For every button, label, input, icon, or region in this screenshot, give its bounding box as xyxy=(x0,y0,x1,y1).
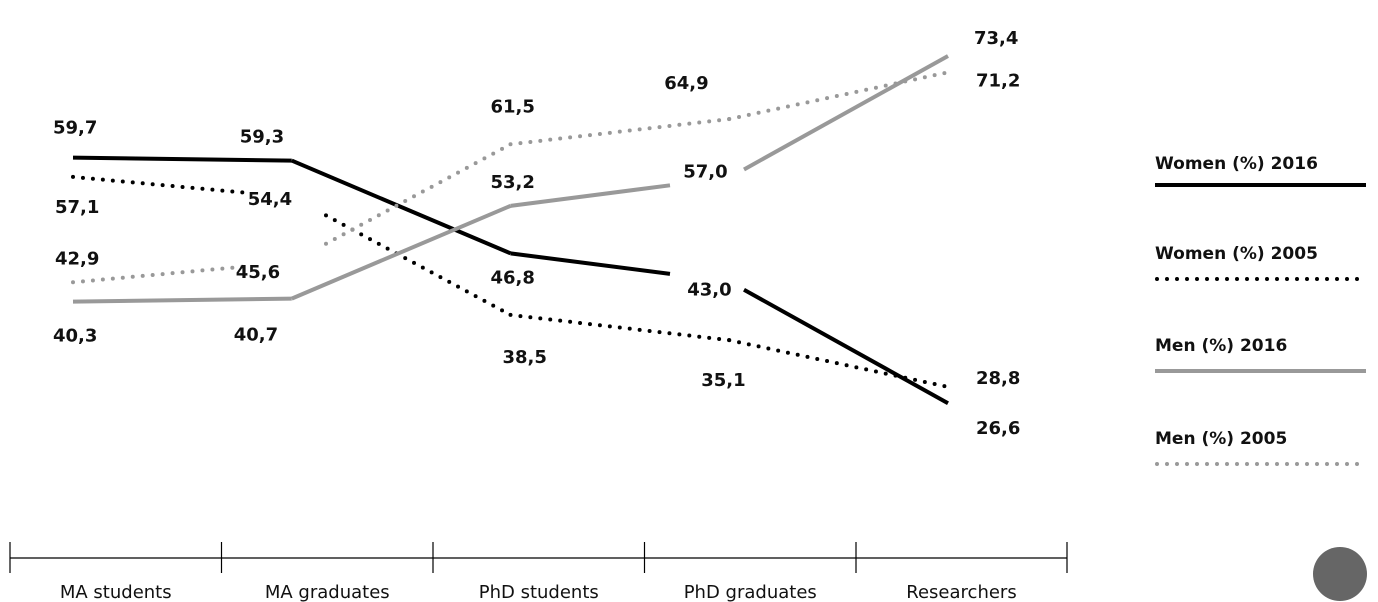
data-label-women-2005: 35,1 xyxy=(701,370,745,391)
data-label-men-2005: 64,9 xyxy=(664,73,708,94)
series-line-women-2016 xyxy=(72,155,292,163)
x-axis-ticks xyxy=(9,542,1068,573)
series-line-women-2005 xyxy=(508,312,732,343)
series-women-2005 xyxy=(71,174,950,389)
data-label-men-2016: 40,3 xyxy=(53,326,97,347)
legend-item-women-2016: Women (%) 2016 xyxy=(1155,154,1366,187)
data-label-women-2016: 59,3 xyxy=(240,127,284,148)
series-line-men-2016 xyxy=(510,183,671,208)
series-line-women-2016 xyxy=(510,251,671,276)
data-label-women-2016: 43,0 xyxy=(687,280,731,301)
legend-label-men-2016: Men (%) 2016 xyxy=(1155,336,1287,356)
series-line-men-2005 xyxy=(324,142,513,246)
legend-item-men-2005: Men (%) 2005 xyxy=(1155,429,1368,466)
x-axis-category-label: MA students xyxy=(60,582,172,602)
series-line-men-2005 xyxy=(508,117,732,147)
series-line-men-2005 xyxy=(727,70,950,122)
x-axis-category-label: MA graduates xyxy=(265,582,390,602)
series-line-women-2005 xyxy=(727,338,950,389)
data-label-men-2005: 45,6 xyxy=(236,262,280,283)
data-label-men-2016: 40,7 xyxy=(234,325,278,346)
x-axis-categories: MA students MA graduates PhD students PhD g… xyxy=(60,582,1017,602)
legend-label-men-2005: Men (%) 2005 xyxy=(1155,429,1287,449)
series-men-2016 xyxy=(72,54,949,304)
data-label-men-2016: 53,2 xyxy=(491,172,535,193)
data-label-men-2016: 73,4 xyxy=(974,28,1018,49)
data-label-men-2005: 61,5 xyxy=(491,96,535,117)
data-label-women-2005: 54,4 xyxy=(248,189,292,210)
series-line-women-2005 xyxy=(71,174,254,196)
data-label-men-2005: 42,9 xyxy=(55,248,99,269)
legend-label-women-2016: Women (%) 2016 xyxy=(1155,154,1318,174)
series-line-women-2016 xyxy=(743,287,949,405)
series-women-2016 xyxy=(72,155,949,405)
data-label-women-2016: 46,8 xyxy=(491,267,535,288)
legend: Women (%) 2016 Women (%) 2005 Men (%) 20… xyxy=(1155,154,1368,466)
data-label-women-2016: 26,6 xyxy=(976,418,1020,439)
series-line-men-2016 xyxy=(72,296,292,304)
data-label-women-2005: 57,1 xyxy=(55,197,99,218)
series-line-men-2016 xyxy=(290,204,512,301)
data-label-women-2005: 38,5 xyxy=(503,347,547,368)
data-label-layer: 59,7 59,3 46,8 43,0 26,6 57,1 54,4 38,5 35,1 28,8… xyxy=(53,28,1020,439)
series-men-2005 xyxy=(71,70,950,285)
decorative-circle xyxy=(1313,547,1367,601)
series-line-women-2016 xyxy=(290,158,512,256)
series-line-men-2016 xyxy=(743,54,949,172)
legend-item-women-2005: Women (%) 2005 xyxy=(1155,244,1368,281)
data-label-women-2016: 59,7 xyxy=(53,118,97,139)
series-line-men-2005 xyxy=(71,263,254,285)
legend-item-men-2016: Men (%) 2016 xyxy=(1155,336,1366,373)
x-axis-category-label: PhD graduates xyxy=(684,582,817,602)
legend-label-women-2005: Women (%) 2005 xyxy=(1155,244,1318,264)
x-axis-category-label: Researchers xyxy=(906,582,1016,602)
data-label-men-2005: 71,2 xyxy=(976,70,1020,91)
x-axis-category-label: PhD students xyxy=(479,582,599,602)
series-layer xyxy=(71,54,950,405)
data-label-men-2016: 57,0 xyxy=(683,162,727,183)
data-label-women-2005: 28,8 xyxy=(976,368,1020,389)
